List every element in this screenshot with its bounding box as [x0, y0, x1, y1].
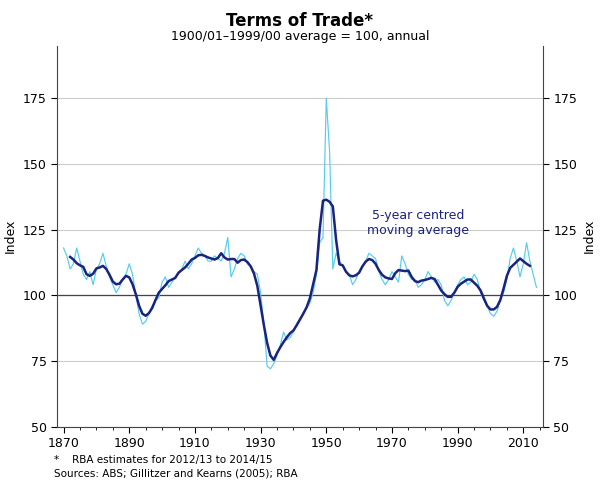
Text: 1900/01–1999/00 average = 100, annual: 1900/01–1999/00 average = 100, annual: [171, 30, 429, 43]
Text: 5-year centred
moving average: 5-year centred moving average: [367, 209, 469, 237]
Y-axis label: Index: Index: [583, 219, 596, 254]
Text: Terms of Trade*: Terms of Trade*: [227, 12, 373, 30]
Y-axis label: Index: Index: [4, 219, 17, 254]
Text: *    RBA estimates for 2012/13 to 2014/15: * RBA estimates for 2012/13 to 2014/15: [54, 455, 272, 466]
Text: Sources: ABS; Gillitzer and Kearns (2005); RBA: Sources: ABS; Gillitzer and Kearns (2005…: [54, 469, 298, 479]
